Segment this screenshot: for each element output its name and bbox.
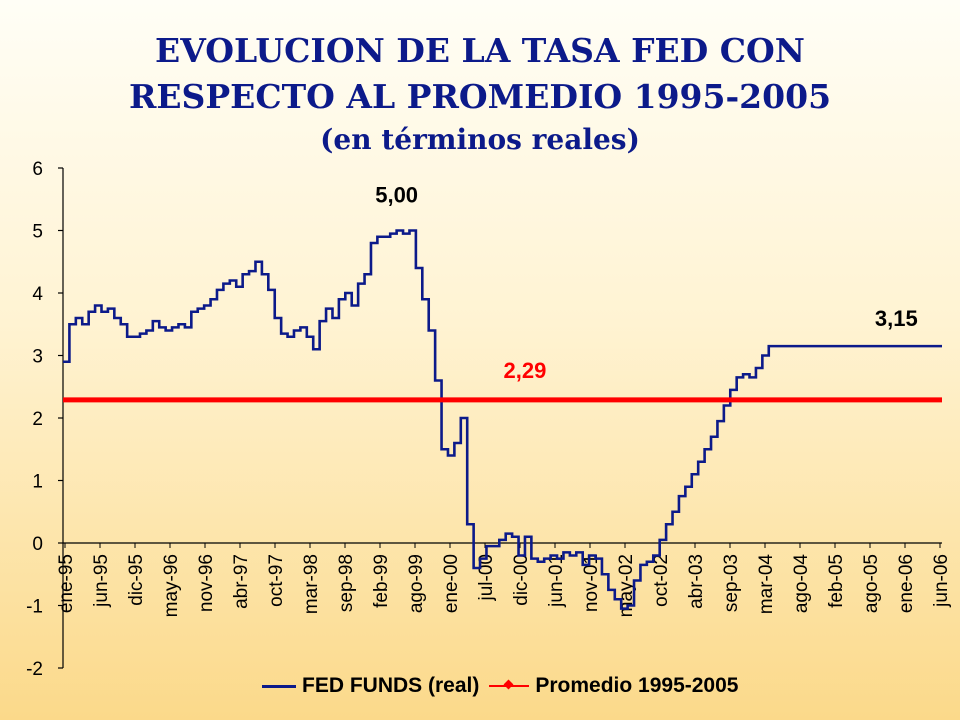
legend-item-fed: FED FUNDS (real) [262,674,479,698]
x-tick-label: sep-03 [721,554,742,612]
x-tick-label: mar-04 [756,554,777,615]
title-line-1: EVOLUCION DE LA TASA FED CON [155,31,805,70]
y-tick-label: 0 [32,534,43,555]
x-tick-label: ago-05 [861,554,882,613]
y-tick-label: 5 [32,222,43,243]
y-tick-label: 3 [32,347,43,368]
x-tick-label: may-96 [161,554,182,617]
x-tick-label: abr-97 [231,554,252,609]
fed-funds-line [63,229,942,610]
x-tick-label: oct-97 [266,554,287,607]
y-tick-label: 6 [32,159,43,180]
x-tick-label: jun-95 [91,554,112,608]
legend-label-fed: FED FUNDS (real) [302,674,480,697]
y-tick-label: 2 [32,409,43,430]
x-tick-label: dic-95 [126,554,147,606]
x-tick-label: mar-98 [301,554,322,614]
y-tick-label: 4 [32,284,43,305]
x-tick-label: feb-99 [371,554,392,608]
chart-legend: FED FUNDS (real) Promedio 1995-2005 [262,672,738,700]
x-tick-label: jun-01 [546,554,567,608]
title-line-2: RESPECTO AL PROMEDIO 1995-2005 [128,77,832,116]
x-tick-label: nov-96 [196,554,217,612]
x-tick-label: ago-04 [791,554,812,614]
x-tick-label: ago-99 [406,554,427,613]
x-tick-label: oct-02 [651,554,672,607]
data-label: 3,15 [875,306,918,331]
y-tick-label: -1 [26,597,43,618]
title-line-3: (en términos reales) [320,123,640,156]
x-tick-label: nov-01 [581,554,602,612]
legend-swatch-average [489,685,530,687]
legend-label-average: Promedio 1995-2005 [535,674,739,697]
x-tick-label: ene-00 [441,554,462,613]
x-tick-label: ene-95 [56,554,77,613]
x-tick-label: dic-00 [511,554,532,606]
data-label: 5,00 [375,183,418,208]
data-label: 2,29 [504,358,547,383]
x-tick-label: ene-06 [896,554,917,613]
legend-item-average: Promedio 1995-2005 [489,674,738,698]
x-tick-label: feb-05 [826,554,847,608]
x-tick-label: sep-98 [336,554,357,612]
y-tick-label: -2 [26,659,43,680]
chart-title: EVOLUCION DE LA TASA FED CON RESPECTO AL… [0,28,960,160]
x-tick-label: jun-06 [931,554,952,608]
legend-swatch-fed [262,684,296,688]
x-tick-label: abr-03 [686,554,707,609]
y-tick-label: 1 [32,472,43,493]
